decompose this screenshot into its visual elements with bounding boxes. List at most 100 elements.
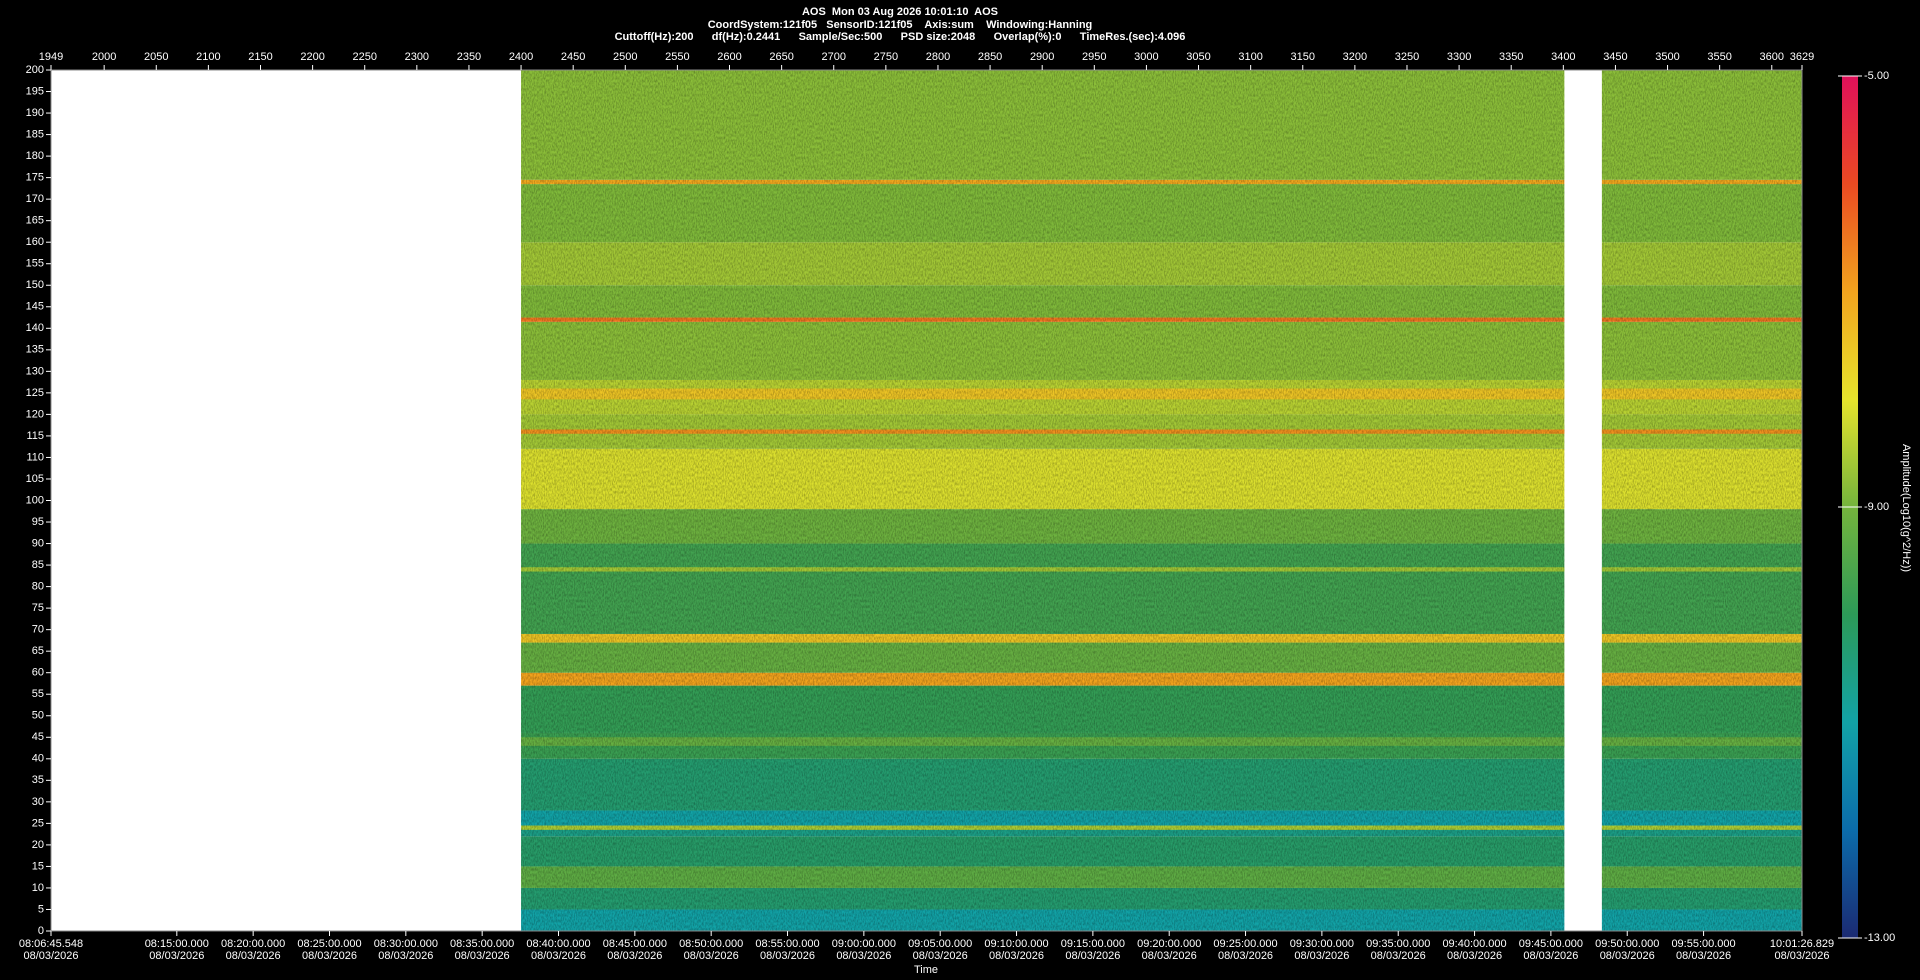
x-tick-label: 2550 (665, 51, 689, 63)
y-tick-label: 70 (32, 624, 44, 636)
header-line: AOS Mon 03 Aug 2026 10:01:10 AOS (802, 6, 998, 18)
x2-tick-label: 08:06:45.548 (19, 938, 83, 950)
x2-tick-date: 08/03/2026 (1774, 950, 1829, 962)
x2-tick-date: 08/03/2026 (760, 950, 815, 962)
x2-tick-label: 09:50:00.000 (1595, 938, 1659, 950)
x-tick-label: 2650 (769, 51, 793, 63)
x-tick-label: 3200 (1343, 51, 1367, 63)
x-tick-label: 2500 (613, 51, 637, 63)
y-tick-label: 30 (32, 796, 44, 808)
y-tick-label: 130 (26, 365, 44, 377)
x-tick-label: 3100 (1238, 51, 1262, 63)
y-tick-label: 60 (32, 667, 44, 679)
x2-tick-date: 08/03/2026 (684, 950, 739, 962)
y-tick-label: 165 (26, 215, 44, 227)
x2-tick-label: 08:25:00.000 (297, 938, 361, 950)
x2-tick-date: 08/03/2026 (1676, 950, 1731, 962)
y-tick-label: 0 (38, 925, 44, 937)
y-tick-label: 190 (26, 107, 44, 119)
x2-tick-date: 08/03/2026 (531, 950, 586, 962)
x-tick-label: 2800 (926, 51, 950, 63)
y-tick-label: 175 (26, 172, 44, 184)
x2-tick-label: 08:20:00.000 (221, 938, 285, 950)
header-line: Cuttoff(Hz):200 df(Hz):0.2441 Sample/Sec… (615, 31, 1186, 43)
x2-tick-label: 09:10:00.000 (984, 938, 1048, 950)
x-tick-label: 2750 (874, 51, 898, 63)
x-tick-label: 3629 (1790, 51, 1814, 63)
y-tick-label: 110 (26, 451, 44, 463)
x2-tick-date: 08/03/2026 (1065, 950, 1120, 962)
x2-tick-date: 08/03/2026 (302, 950, 357, 962)
x2-tick-label: 09:40:00.000 (1442, 938, 1506, 950)
x-tick-label: 2200 (300, 51, 324, 63)
x2-tick-date: 08/03/2026 (1218, 950, 1273, 962)
y-tick-label: 135 (26, 344, 44, 356)
y-tick-label: 115 (26, 430, 44, 442)
x-tick-label: 3000 (1134, 51, 1158, 63)
x2-tick-label: 08:55:00.000 (755, 938, 819, 950)
x2-tick-date: 08/03/2026 (1371, 950, 1426, 962)
y-tick-label: 5 (38, 903, 44, 915)
y-tick-label: 150 (26, 279, 44, 291)
y-tick-label: 185 (26, 128, 44, 140)
x2-tick-label: 09:05:00.000 (908, 938, 972, 950)
y-tick-label: 45 (32, 731, 44, 743)
x-tick-label: 1949 (39, 51, 63, 63)
x-tick-label: 2000 (92, 51, 116, 63)
y-tick-label: 10 (32, 882, 44, 894)
x2-tick-label: 09:15:00.000 (1061, 938, 1125, 950)
x-tick-label: 2850 (978, 51, 1002, 63)
x2-tick-date: 08/03/2026 (23, 950, 78, 962)
x2-tick-label: 09:35:00.000 (1366, 938, 1430, 950)
y-tick-label: 35 (32, 774, 44, 786)
x2-tick-label: 09:30:00.000 (1290, 938, 1354, 950)
x-tick-label: 3300 (1447, 51, 1471, 63)
y-tick-label: 120 (26, 408, 44, 420)
x2-tick-label: 09:45:00.000 (1519, 938, 1583, 950)
y-tick-label: 180 (26, 150, 44, 162)
x2-tick-date: 08/03/2026 (989, 950, 1044, 962)
x2-tick-label: 08:40:00.000 (526, 938, 590, 950)
x-tick-label: 3350 (1499, 51, 1523, 63)
y-tick-label: 80 (32, 581, 44, 593)
y-tick-label: 155 (26, 258, 44, 270)
y-tick-label: 65 (32, 645, 44, 657)
y-tick-label: 55 (32, 688, 44, 700)
colorbar-tick-label: -13.00 (1864, 932, 1895, 944)
x2-tick-date: 08/03/2026 (226, 950, 281, 962)
x2-tick-date: 08/03/2026 (836, 950, 891, 962)
y-tick-label: 100 (26, 494, 44, 506)
x2-tick-date: 08/03/2026 (149, 950, 204, 962)
y-tick-label: 25 (32, 817, 44, 829)
x2-tick-label: 09:00:00.000 (832, 938, 896, 950)
x-tick-label: 2150 (248, 51, 272, 63)
x-axis-label: Time (914, 964, 938, 976)
y-tick-label: 145 (26, 301, 44, 313)
x-tick-label: 3600 (1760, 51, 1784, 63)
x2-tick-label: 09:55:00.000 (1671, 938, 1735, 950)
x-tick-label: 3400 (1551, 51, 1575, 63)
x2-tick-date: 08/03/2026 (455, 950, 510, 962)
colorbar-tick-label: -5.00 (1864, 70, 1889, 82)
colorbar-tick-label: -9.00 (1864, 501, 1889, 513)
x-tick-label: 2300 (405, 51, 429, 63)
y-tick-label: 75 (32, 602, 44, 614)
x-tick-label: 2050 (144, 51, 168, 63)
x-tick-label: 2450 (561, 51, 585, 63)
x2-tick-date: 08/03/2026 (607, 950, 662, 962)
y-tick-label: 15 (32, 860, 44, 872)
y-tick-label: 95 (32, 516, 44, 528)
x2-tick-date: 08/03/2026 (378, 950, 433, 962)
x2-tick-date: 08/03/2026 (1294, 950, 1349, 962)
x2-tick-label: 09:20:00.000 (1137, 938, 1201, 950)
x-tick-label: 2600 (717, 51, 741, 63)
x-tick-label: 2700 (821, 51, 845, 63)
x-tick-label: 2950 (1082, 51, 1106, 63)
x-tick-label: 3050 (1186, 51, 1210, 63)
x2-tick-date: 08/03/2026 (1600, 950, 1655, 962)
y-tick-label: 125 (26, 387, 44, 399)
y-tick-label: 160 (26, 236, 44, 248)
x2-tick-label: 08:45:00.000 (603, 938, 667, 950)
x-tick-label: 3500 (1655, 51, 1679, 63)
